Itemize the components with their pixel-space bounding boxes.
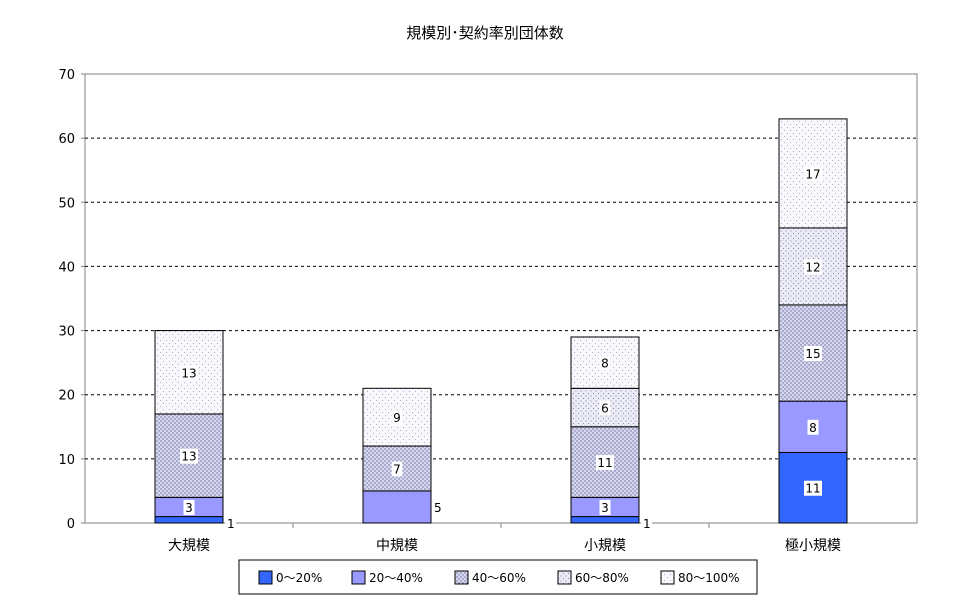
legend-swatch (660, 570, 675, 585)
data-label: 15 (805, 347, 820, 361)
data-label-bg (180, 448, 198, 464)
data-label: 6 (601, 402, 609, 416)
bar-segment (570, 426, 640, 498)
data-label-bg (391, 410, 403, 426)
data-label: 13 (181, 450, 196, 464)
data-label-bg (599, 400, 611, 416)
data-label-bg (596, 455, 614, 471)
y-tick-label: 30 (58, 325, 75, 340)
plot-frame (84, 73, 918, 524)
y-tick-label: 0 (67, 517, 75, 532)
legend-label: 20～40% (369, 571, 423, 585)
category-label: 小規模 (584, 538, 626, 554)
y-tick-label: 10 (58, 453, 75, 468)
bar-segment (570, 516, 640, 524)
data-label: 8 (809, 421, 817, 435)
data-label: 8 (601, 357, 609, 371)
y-tick-label: 70 (58, 68, 75, 83)
y-tick-label: 40 (58, 260, 75, 275)
y-tick-label: 50 (58, 196, 75, 211)
data-label-bg (391, 461, 403, 477)
data-label: 11 (805, 482, 820, 496)
data-label-bg (599, 355, 611, 371)
data-label: 17 (805, 167, 820, 181)
category-label: 中規模 (376, 538, 418, 554)
plot-area: 010203040506070大規模131313中規模579小規模131168極… (58, 68, 918, 554)
data-label-bg (225, 516, 236, 531)
y-tick-label: 20 (58, 389, 75, 404)
legend-swatch (557, 570, 572, 585)
data-label: 12 (805, 260, 820, 274)
data-label-bg (807, 419, 819, 435)
legend-swatch (454, 570, 469, 585)
legend-label: 80～100% (678, 571, 740, 585)
data-label: 11 (597, 456, 612, 470)
bar-segment (154, 516, 224, 524)
legend-swatch (351, 570, 366, 585)
data-label: 1 (643, 517, 651, 531)
legend-label: 0～20% (276, 571, 322, 585)
category-label: 極小規模 (785, 538, 841, 554)
legend-label: 60～80% (575, 571, 629, 585)
data-label-bg (804, 259, 822, 275)
data-label: 5 (434, 501, 442, 515)
legend: 0～20% 20～40% 40～60% 60～80% 80～100% (238, 559, 758, 595)
legend-label: 40～60% (472, 571, 526, 585)
data-label: 3 (185, 501, 193, 515)
data-label-bg (432, 499, 443, 515)
legend-swatch (258, 570, 273, 585)
bar-segment (362, 490, 432, 524)
data-label-bg (183, 499, 195, 515)
data-label-bg (804, 166, 822, 182)
category-label: 大規模 (168, 538, 210, 554)
data-label: 7 (393, 462, 401, 476)
data-label: 13 (181, 366, 196, 380)
data-label: 1 (227, 517, 235, 531)
chart-title: 規模別･契約率別団体数 (406, 24, 564, 42)
data-label-bg (804, 480, 822, 496)
data-label: 9 (393, 411, 401, 425)
y-tick-label: 60 (58, 132, 75, 147)
data-label-bg (599, 499, 611, 515)
data-label-bg (804, 346, 822, 362)
data-label: 3 (601, 501, 609, 515)
data-label-bg (641, 516, 652, 531)
data-label-bg (180, 365, 198, 381)
